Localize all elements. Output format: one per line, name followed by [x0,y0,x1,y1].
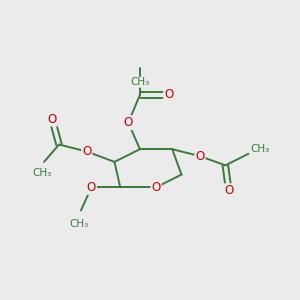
Text: O: O [124,116,133,129]
Text: CH₃: CH₃ [130,77,149,87]
Text: CH₃: CH₃ [69,219,88,229]
Text: O: O [195,150,205,163]
Text: O: O [87,181,96,194]
Text: CH₃: CH₃ [32,168,51,178]
Text: CH₃: CH₃ [250,144,270,154]
Text: O: O [47,113,57,126]
Text: O: O [224,184,233,197]
Text: O: O [164,88,173,101]
Text: O: O [82,145,92,158]
Text: O: O [152,181,161,194]
